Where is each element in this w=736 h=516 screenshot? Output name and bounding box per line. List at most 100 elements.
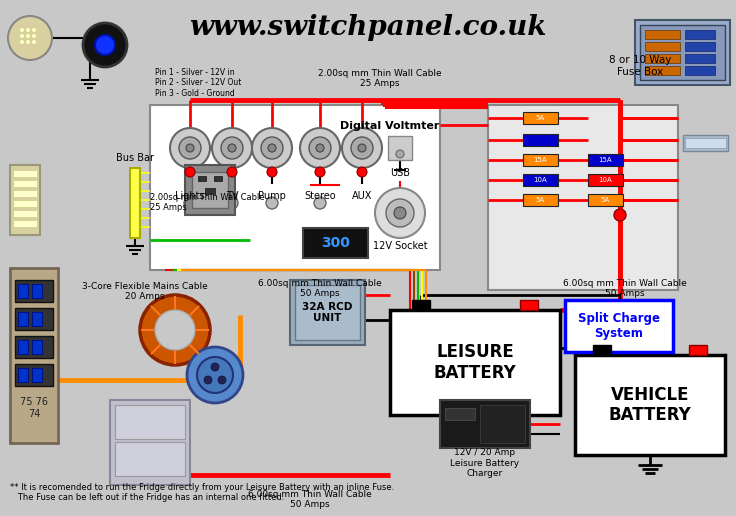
Bar: [593, 345, 611, 355]
Circle shape: [227, 167, 237, 177]
Bar: [18, 312, 28, 326]
Bar: [685, 66, 715, 75]
Circle shape: [197, 357, 233, 393]
Text: 6.00sq mm Thin Wall Cable
50 Amps: 6.00sq mm Thin Wall Cable 50 Amps: [563, 279, 687, 298]
Bar: [390, 310, 560, 415]
Bar: [523, 154, 558, 166]
Bar: [685, 54, 715, 63]
Circle shape: [268, 144, 276, 152]
Text: 3-Core Flexible Mains Cable
20 Amps: 3-Core Flexible Mains Cable 20 Amps: [82, 282, 208, 301]
Text: ** It is recomended to run the Fridge directly from your Leisure Battery with an: ** It is recomended to run the Fridge di…: [10, 482, 394, 502]
Text: 10A: 10A: [598, 177, 612, 183]
Text: Pump: Pump: [258, 191, 286, 201]
Text: LEISURE
BATTERY: LEISURE BATTERY: [434, 343, 517, 382]
Circle shape: [185, 167, 195, 177]
Text: 8 or 10 Way
Fuse Box: 8 or 10 Way Fuse Box: [609, 55, 671, 77]
Circle shape: [375, 188, 425, 238]
Circle shape: [32, 27, 37, 33]
Text: VEHICLE
BATTERY: VEHICLE BATTERY: [609, 385, 691, 424]
Circle shape: [170, 128, 210, 168]
Bar: [523, 174, 558, 186]
Circle shape: [83, 23, 127, 67]
Bar: [588, 174, 623, 186]
Circle shape: [26, 34, 30, 39]
Circle shape: [19, 27, 24, 33]
Circle shape: [8, 16, 52, 60]
Circle shape: [309, 137, 331, 159]
Bar: [32, 312, 42, 326]
Text: Digital Voltmter: Digital Voltmter: [340, 121, 439, 131]
Text: 5A: 5A: [535, 115, 545, 121]
Bar: [683, 135, 728, 151]
Circle shape: [351, 137, 373, 159]
Bar: [303, 228, 368, 258]
Circle shape: [386, 199, 414, 227]
Circle shape: [204, 376, 212, 384]
Text: 300: 300: [321, 236, 350, 250]
Circle shape: [19, 40, 24, 44]
Circle shape: [95, 35, 115, 55]
Bar: [295, 285, 360, 340]
Circle shape: [252, 128, 292, 168]
Text: 32A RCD
UNIT: 32A RCD UNIT: [302, 302, 353, 324]
Bar: [32, 340, 42, 354]
Bar: [205, 188, 215, 194]
Circle shape: [228, 144, 236, 152]
Bar: [110, 400, 190, 485]
Circle shape: [226, 197, 238, 209]
Bar: [15, 308, 53, 330]
Bar: [15, 364, 53, 386]
Text: USB: USB: [390, 168, 410, 178]
Bar: [635, 20, 730, 85]
Text: 5A: 5A: [601, 197, 609, 203]
Bar: [523, 134, 558, 146]
Bar: [685, 42, 715, 51]
Circle shape: [342, 128, 382, 168]
Circle shape: [212, 128, 252, 168]
Bar: [575, 355, 725, 455]
Circle shape: [179, 137, 201, 159]
Text: 6.00sq mm Thin Wall Cable
50 Amps: 6.00sq mm Thin Wall Cable 50 Amps: [248, 490, 372, 509]
Bar: [115, 405, 185, 439]
Text: TV: TV: [226, 191, 238, 201]
Circle shape: [184, 197, 196, 209]
Text: 15A: 15A: [533, 157, 547, 163]
Bar: [18, 368, 28, 382]
Bar: [440, 400, 530, 448]
Circle shape: [221, 137, 243, 159]
Bar: [13, 190, 37, 197]
Bar: [13, 210, 37, 217]
Bar: [198, 176, 206, 181]
Text: Pin 1 - Silver - 12V in
Pin 2 - Silver - 12V Out
Pin 3 - Gold - Ground: Pin 1 - Silver - 12V in Pin 2 - Silver -…: [155, 68, 241, 98]
Text: 12V Socket: 12V Socket: [372, 241, 428, 251]
Bar: [15, 280, 53, 302]
Text: 12V / 20 Amp
Leisure Battery
Charger: 12V / 20 Amp Leisure Battery Charger: [450, 448, 520, 478]
Circle shape: [19, 34, 24, 39]
Circle shape: [316, 144, 324, 152]
Circle shape: [314, 197, 326, 209]
Bar: [115, 442, 185, 476]
Bar: [13, 200, 37, 207]
Circle shape: [300, 128, 340, 168]
Circle shape: [358, 144, 366, 152]
Circle shape: [315, 167, 325, 177]
Circle shape: [267, 167, 277, 177]
Bar: [640, 25, 725, 80]
Bar: [412, 300, 430, 310]
Bar: [10, 268, 58, 443]
Text: 5A: 5A: [535, 197, 545, 203]
Circle shape: [26, 40, 30, 44]
Bar: [480, 405, 525, 443]
Bar: [290, 280, 365, 345]
Bar: [130, 168, 140, 238]
Bar: [150, 105, 440, 270]
Bar: [520, 300, 538, 310]
Bar: [13, 170, 37, 177]
Bar: [32, 284, 42, 298]
Circle shape: [140, 295, 210, 365]
Bar: [588, 194, 623, 206]
Circle shape: [186, 144, 194, 152]
Text: www.switchpanel.co.uk: www.switchpanel.co.uk: [189, 14, 547, 41]
Text: 75 76
74: 75 76 74: [20, 397, 48, 419]
Circle shape: [32, 40, 37, 44]
